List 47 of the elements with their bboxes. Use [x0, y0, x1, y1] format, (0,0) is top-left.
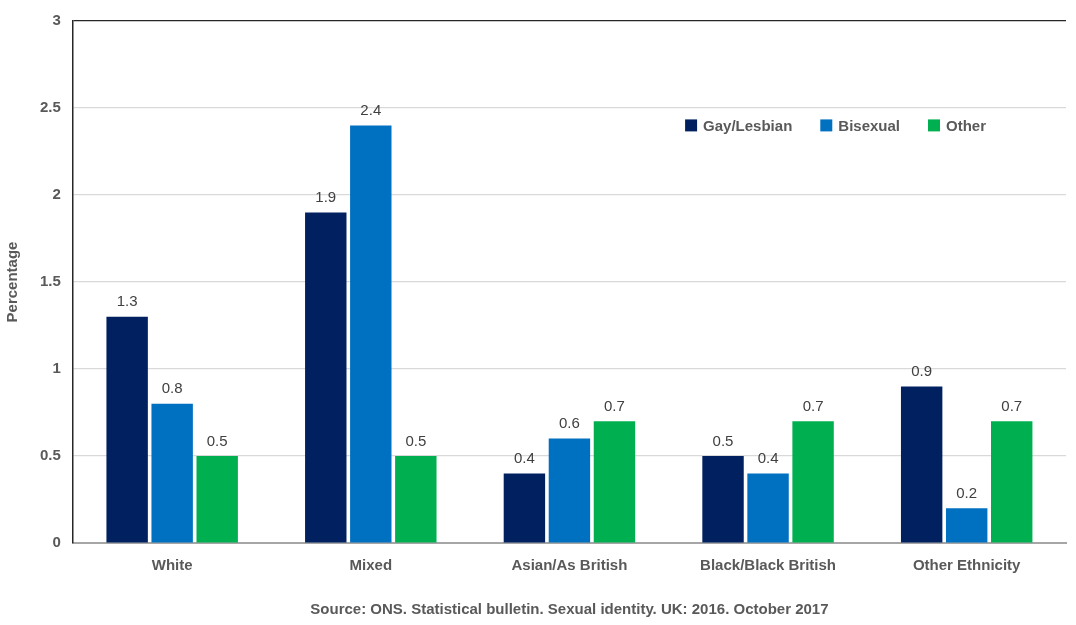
bar — [702, 456, 744, 543]
data-label: 0.5 — [712, 431, 734, 449]
y-axis-title: Percentage — [3, 241, 21, 323]
bar — [945, 508, 988, 543]
bar — [792, 421, 834, 543]
y-tick-label: 2.5 — [39, 98, 61, 116]
legend-label: Bisexual — [838, 116, 900, 134]
bar — [548, 438, 591, 543]
data-label: 0.5 — [206, 431, 228, 449]
data-label: 0.7 — [604, 396, 625, 414]
data-label: 0.2 — [956, 483, 978, 501]
legend-label: Other — [946, 116, 987, 134]
bar — [503, 473, 546, 543]
x-tick-label: Asian/As British — [511, 556, 628, 574]
data-label: 0.4 — [513, 449, 535, 467]
data-label: 0.5 — [405, 431, 427, 449]
data-label: 1.9 — [315, 188, 337, 206]
bar — [395, 456, 437, 543]
bar — [151, 403, 193, 543]
bar — [991, 421, 1033, 543]
bar — [196, 456, 238, 543]
y-tick-label: 1.5 — [39, 272, 61, 290]
data-label: 0.7 — [802, 396, 824, 414]
y-tick-label: 0.5 — [39, 446, 61, 464]
y-tick-label: 2 — [52, 185, 61, 203]
y-tick-label: 3 — [52, 11, 61, 29]
source-note: Source: ONS. Statistical bulletin. Sexual identity. UK: 2016. October 2017 — [310, 599, 829, 617]
y-tick-label: 1 — [52, 359, 61, 377]
x-tick-label: Black/Black British — [700, 556, 837, 574]
bar — [593, 421, 636, 543]
bar — [305, 212, 347, 543]
data-label: 0.4 — [757, 449, 779, 467]
data-label: 0.7 — [1001, 396, 1023, 414]
data-label: 2.4 — [360, 101, 382, 119]
bar — [106, 316, 148, 543]
legend-label: Gay/Lesbian — [703, 116, 793, 134]
data-label: 1.3 — [116, 292, 138, 310]
bar — [747, 473, 789, 543]
bar — [350, 125, 392, 543]
x-tick-label: Mixed — [349, 556, 393, 574]
x-tick-label: Other Ethnicity — [912, 556, 1022, 574]
data-label: 0.9 — [911, 362, 933, 380]
bar — [900, 386, 943, 543]
y-tick-label: 0 — [52, 533, 61, 551]
data-label: 0.6 — [559, 414, 580, 432]
data-label: 0.8 — [161, 379, 183, 397]
x-tick-label: White — [151, 556, 193, 574]
